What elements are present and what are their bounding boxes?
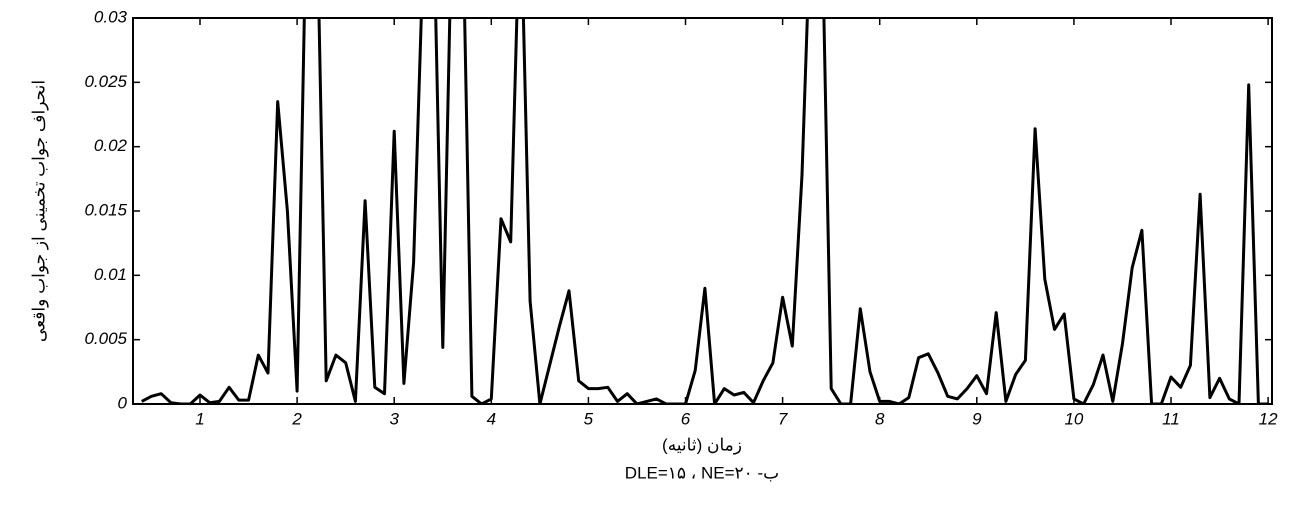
x-tick-label: 12 <box>1259 409 1278 428</box>
y-tick-label: 0.03 <box>94 7 128 26</box>
x-tick-label: 11 <box>1162 409 1180 428</box>
x-tick-label: 7 <box>778 409 788 428</box>
plot-frame <box>132 17 1273 405</box>
y-tick-label: 0.025 <box>84 72 127 91</box>
x-tick-label: 6 <box>681 409 691 428</box>
y-tick-label: 0.01 <box>94 265 127 284</box>
x-tick-label: 5 <box>584 409 594 428</box>
data-line <box>141 18 1269 404</box>
x-tick-label: 1 <box>195 409 204 428</box>
y-tick-label: 0.015 <box>84 200 127 219</box>
x-tick-label: 3 <box>389 409 399 428</box>
y-tick-label: 0 <box>118 393 128 412</box>
y-tick-label: 0.02 <box>94 136 128 155</box>
x-axis-label: زمان (ثانیه) <box>662 435 742 455</box>
x-tick-label: 4 <box>487 409 496 428</box>
y-tick-label: 0.005 <box>84 329 127 348</box>
y-axis-label: انحراف جواب تخمینی از جواب واقعی <box>29 80 49 342</box>
x-tick-label: 10 <box>1064 409 1083 428</box>
x-tick-label: 2 <box>291 409 302 428</box>
x-tick-label: 9 <box>972 409 982 428</box>
caption: ب- DLE=۱۵ ، NE=۲۰ <box>625 463 779 482</box>
x-tick-label: 8 <box>875 409 885 428</box>
